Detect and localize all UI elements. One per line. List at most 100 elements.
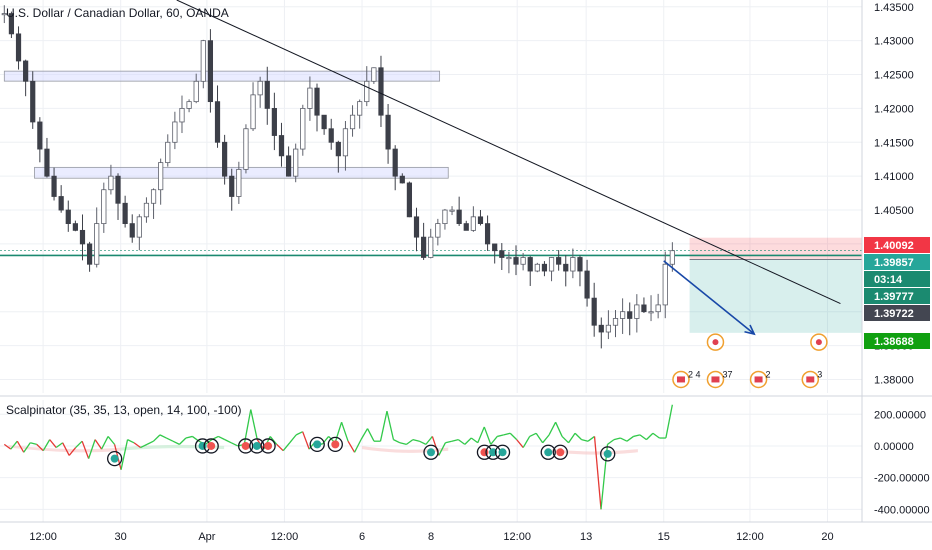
candle-body: [79, 229, 86, 245]
time-tick-label: 13: [580, 531, 592, 543]
indicator-segment: [140, 443, 148, 449]
signal-dot: [313, 440, 322, 449]
indicator-segment: [568, 432, 576, 444]
signal-dot: [498, 448, 507, 457]
indicator-segment: [231, 442, 239, 447]
candle-body: [158, 162, 164, 191]
signal-dot: [110, 454, 119, 463]
candle-body: [669, 250, 675, 265]
candle-body: [150, 189, 157, 204]
indicator-segment: [42, 439, 51, 452]
indicator-segment: [451, 438, 459, 442]
indicator-segment: [497, 434, 504, 438]
indicator-segment: [412, 438, 420, 442]
trendline: [176, 0, 841, 305]
event-flag: [712, 339, 719, 346]
price-tick-label: 1.41500: [874, 137, 914, 149]
price-tick-label: 1.43500: [874, 2, 914, 14]
indicator-segment: [613, 437, 621, 441]
signal-ring: [423, 444, 439, 460]
position-tool: [0, 237, 862, 333]
candle-body: [193, 80, 199, 103]
indicator-ribbon: [362, 445, 449, 453]
indicator-segment: [593, 436, 602, 510]
candle-body: [655, 304, 661, 313]
indicator-ribbon: [120, 444, 225, 451]
indicator-segment: [379, 410, 388, 442]
price-tag-label: 1.39857: [874, 257, 914, 269]
event-markers: 2 4 37 2 3: [672, 333, 828, 389]
indicator-segment: [321, 436, 330, 445]
candle-body: [534, 263, 540, 272]
candle-body: [8, 13, 15, 35]
signal-ring: [600, 446, 616, 462]
candle-body: [257, 80, 263, 96]
candle-body: [492, 243, 498, 252]
candle-body: [285, 155, 292, 177]
signal-ring: [106, 450, 123, 467]
candle-body: [278, 135, 285, 157]
projection-arrow: [663, 260, 755, 335]
indicator-segment: [250, 409, 258, 440]
indicator-segment: [366, 428, 375, 442]
price-tag-label: 03:14: [874, 274, 903, 286]
indicator-segment: [68, 447, 77, 456]
time-tick-label: 6: [359, 531, 365, 543]
signal-dot: [427, 448, 435, 457]
event-flag: [711, 376, 720, 383]
indicator-segment: [425, 436, 433, 445]
event-flag: [676, 376, 685, 383]
indicator-segment: [269, 436, 278, 445]
candle-body: [591, 297, 597, 326]
event-count: 2 4: [688, 369, 701, 379]
indicator-segment: [224, 439, 232, 444]
signal-ring: [203, 438, 219, 454]
signal-ring: [552, 444, 568, 460]
candle-body: [101, 189, 107, 225]
signal-dot: [241, 441, 250, 450]
candle-body: [357, 101, 363, 116]
indicator-segment: [159, 434, 167, 439]
candle-body: [30, 80, 36, 123]
indicator-segment: [340, 421, 349, 442]
indicator-segment: [399, 442, 407, 445]
drawings: [176, 0, 841, 336]
signal-dot: [207, 441, 216, 450]
indicator-segment: [477, 426, 485, 444]
indicator-segment: [334, 421, 343, 443]
price-tick-label: 1.38000: [874, 374, 914, 386]
candle-body: [1, 13, 7, 16]
price-tag: [864, 305, 930, 321]
signal-dot: [603, 449, 612, 458]
chart-title: U.S. Dollar / Canadian Dollar, 60, OANDA: [6, 6, 229, 20]
indicator-tick-label: -200.00000: [874, 473, 930, 485]
indicator-segment: [360, 428, 369, 440]
indicator-segment: [120, 439, 129, 470]
time-tick-label: 12:00: [271, 531, 299, 543]
signal-dot: [489, 448, 498, 457]
candle-body: [385, 114, 391, 150]
candle-body: [641, 304, 647, 313]
candle-body: [44, 148, 50, 177]
candle-body: [406, 182, 413, 218]
event-flag: [815, 339, 822, 346]
signal-dot: [556, 448, 565, 457]
candle-body: [442, 209, 448, 225]
indicator-segment: [94, 439, 103, 450]
signal-dot: [331, 440, 340, 449]
indicator-segment: [172, 440, 180, 445]
candle-body: [477, 216, 484, 225]
price-tag: [864, 333, 930, 349]
price-tick-label: 1.41000: [874, 171, 914, 183]
candle-body: [236, 168, 242, 197]
event-count: 37: [722, 369, 732, 379]
indicator-segment: [101, 436, 109, 450]
time-tick-label: 15: [658, 531, 670, 543]
candle-body: [58, 196, 64, 211]
candle-body: [72, 223, 78, 231]
indicator-segment: [542, 434, 550, 444]
candle-body: [612, 318, 619, 326]
candle-body: [421, 236, 427, 258]
indicator-segment: [127, 439, 135, 444]
